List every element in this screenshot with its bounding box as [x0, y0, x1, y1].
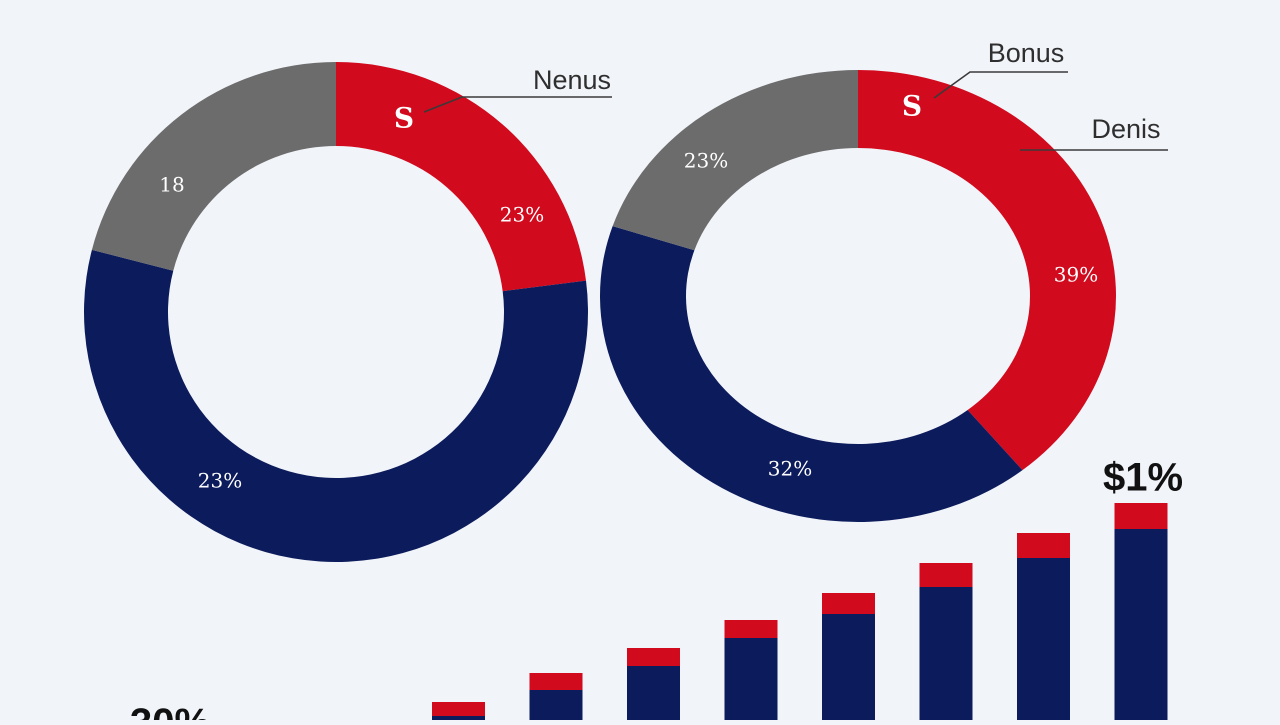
donut-1-marker: S — [902, 90, 922, 123]
donut-0-slice-2 — [91, 62, 336, 271]
bar-2-base — [627, 666, 680, 720]
bar-6-base — [1017, 558, 1070, 720]
bar-chart-bottom-label: 30% — [130, 701, 210, 720]
donut-1-slice-0 — [858, 70, 1116, 471]
donut-1-slice-label-0: 39% — [1054, 263, 1098, 287]
bar-7-base — [1114, 529, 1168, 720]
donut-0-slice-label-1: 23% — [198, 469, 242, 493]
donut-chart-right — [600, 70, 1116, 522]
donut-0-marker: S — [394, 102, 414, 135]
donut-1-slice-label-1: 32% — [768, 457, 812, 481]
donut-1-callout-line-0 — [933, 71, 1068, 99]
donut-0-callout-line-0 — [423, 96, 612, 113]
bar-7-cap — [1114, 503, 1168, 529]
bar-5-cap — [919, 563, 973, 587]
stacked-bar-chart — [432, 503, 1168, 720]
donut-1-slice-1 — [600, 226, 1023, 522]
donut-1-callout-0: Bonus — [988, 38, 1065, 68]
bar-5-base — [919, 587, 973, 720]
bar-1-cap — [529, 673, 583, 690]
donut-0-slice-label-2: 18 — [159, 173, 184, 197]
donut-0-callout-0: Nenus — [533, 65, 611, 95]
bar-2-cap — [627, 648, 680, 666]
donut-1-slice-2 — [612, 70, 858, 251]
chart-labels: 23% 23% 18 S Nenus 39% 32% 23% S Bonus Denis $1% 30% — [130, 38, 1183, 725]
bar-0-base — [432, 716, 485, 720]
donut-1-slice-label-2: 23% — [684, 149, 728, 173]
donut-chart-left — [84, 62, 589, 563]
bar-3-base — [724, 638, 778, 720]
donut-0-slice-1 — [84, 249, 589, 563]
bar-1-base — [529, 690, 583, 720]
bar-4-base — [822, 614, 875, 720]
donut-0-slice-label-0: 23% — [500, 203, 544, 227]
bar-chart-top-label: $1% — [1103, 456, 1183, 500]
donut-0-slice-0 — [336, 62, 587, 292]
bar-3-cap — [724, 620, 778, 638]
bar-0-cap — [432, 702, 485, 716]
bar-6-cap — [1017, 533, 1070, 558]
bar-4-cap — [822, 593, 875, 614]
donut-1-callout-1: Denis — [1091, 114, 1160, 144]
